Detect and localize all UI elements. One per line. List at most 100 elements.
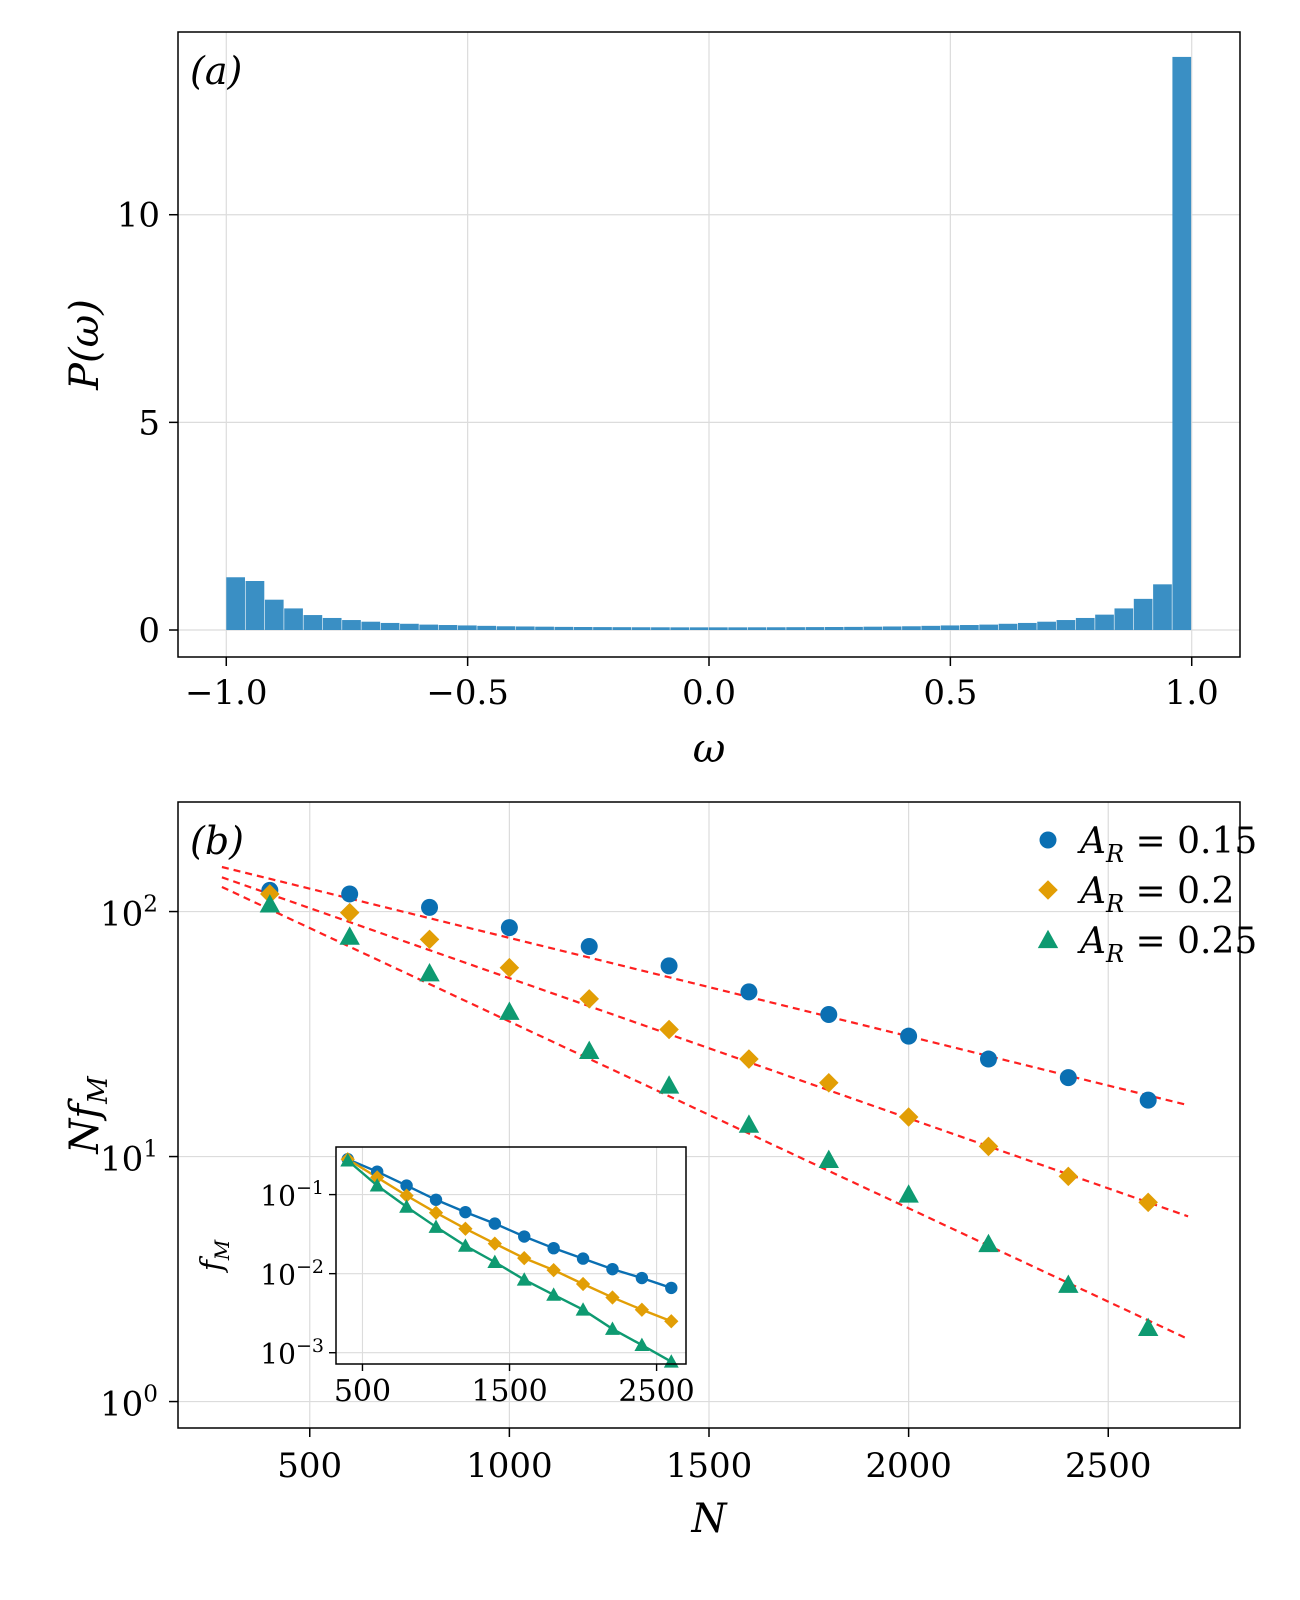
histogram-bar-22 (651, 627, 670, 631)
histogram-bar-17 (554, 626, 574, 631)
histogram-bar-49 (1172, 56, 1192, 631)
series-1-point-8 (898, 1107, 919, 1127)
panel-a-bars (226, 56, 1192, 631)
inset-plot: 500 1500 2500 10−310−210−1 fM (195, 1146, 695, 1409)
histogram-bar-7 (361, 621, 381, 631)
histogram-bar-32 (844, 626, 863, 631)
histogram-bar-19 (593, 627, 612, 631)
inset-x-tick-label-2: 2500 (618, 1374, 694, 1409)
series-1-point-1 (339, 902, 360, 923)
histogram-bar-37 (940, 625, 960, 631)
series-0-point-3 (500, 919, 518, 937)
inset-series-0-point-8 (576, 1252, 590, 1265)
series-1-point-0 (260, 884, 280, 904)
inset-series-2-point-8 (575, 1302, 591, 1316)
histogram-bar-3 (284, 608, 303, 631)
panel-a-label: (a) (190, 49, 242, 93)
histogram-bar-33 (863, 626, 883, 631)
fit-line-0 (221, 865, 1189, 1107)
inset-y-ticks: 10−310−210−1 (260, 1177, 336, 1371)
series-2-point-5 (658, 1075, 680, 1094)
series-1-point-5 (659, 1019, 679, 1040)
inset-y-tick-label-1-exponent: −2 (296, 1256, 324, 1278)
histogram-bar-31 (824, 627, 844, 631)
legend-label-2-rest: = 0.25 (1124, 921, 1257, 962)
histogram-bar-38 (960, 625, 979, 631)
series-2-point-10 (1058, 1274, 1079, 1293)
panel-b-x-tick-label-4: 2500 (1065, 1446, 1152, 1486)
legend-marker-1 (1038, 880, 1058, 900)
inset-series-2-point-2 (399, 1199, 415, 1213)
legend-marker-0 (1039, 831, 1057, 849)
panel-b-x-tick-label-3: 2000 (865, 1446, 952, 1486)
panel-b-y-tick-label-1: 101 (100, 1136, 158, 1179)
histogram-bar-21 (631, 627, 651, 631)
series-2-point-4 (579, 1040, 600, 1060)
inset-series-0-point-5 (488, 1217, 502, 1230)
series-2-point-9 (978, 1233, 999, 1253)
inset-series-2-point-5 (487, 1254, 503, 1269)
series-0-point-9 (979, 1050, 997, 1068)
inset-series-1-point-2 (399, 1188, 414, 1203)
inset-y-tick-label-1: 10−2 (260, 1256, 324, 1292)
panel-b-y-tick-label-1-exponent: 1 (143, 1136, 158, 1162)
inset-background (336, 1147, 686, 1364)
histogram-bar-36 (921, 625, 941, 631)
panel-b-x-axis-label: N (691, 1496, 729, 1542)
panel-a-histogram: −1.0 −0.5 0.0 0.5 1.0 0 5 10 (a) ω P(ω) (62, 31, 1241, 772)
histogram-bar-15 (515, 626, 535, 631)
series-2-point-6 (738, 1114, 760, 1133)
histogram-bar-27 (747, 627, 767, 631)
series-2-point-7 (818, 1149, 839, 1168)
inset-series-0-point-2 (400, 1179, 413, 1192)
series-0-point-2 (421, 898, 439, 916)
inset-series-2-point-3 (428, 1219, 444, 1233)
inset-series-1-point-7 (546, 1262, 561, 1278)
histogram-bar-30 (805, 627, 825, 631)
series-2-point-11 (1137, 1317, 1159, 1336)
inset-series-1-point-5 (487, 1236, 502, 1251)
inset-series-0-point-7 (547, 1241, 560, 1255)
panel-b-x-tick-label-1: 1000 (466, 1446, 553, 1486)
histogram-bar-2 (264, 599, 284, 631)
inset-series-1-point-4 (458, 1221, 473, 1236)
histogram-bar-12 (457, 625, 477, 631)
inset-series-0-point-11 (665, 1281, 678, 1295)
inset-points (340, 1152, 679, 1368)
histogram-bar-14 (496, 626, 516, 631)
panel-a-x-axis-label: ω (693, 726, 726, 772)
panel-b-y-tick-label-2-base: 10 (100, 895, 143, 935)
panel-a-x-tick-label-2: 0.0 (682, 673, 736, 713)
histogram-bar-48 (1153, 584, 1172, 631)
panel-b-y-tick-label-0: 100 (100, 1381, 158, 1424)
inset-y-tick-label-0-exponent: −3 (296, 1335, 324, 1357)
inset-y-axis-label: fM (195, 1239, 234, 1273)
histogram-bar-28 (766, 627, 786, 631)
inset-y-axis-label-sub: M (210, 1239, 234, 1261)
inset-series-0-point-3 (429, 1193, 443, 1206)
panel-b-x-ticks: 500 1000 1500 2000 2500 (277, 1428, 1152, 1486)
inset-series-0-point-9 (606, 1262, 619, 1276)
legend-label-1-main: A (1077, 871, 1106, 912)
series-2-point-3 (499, 1001, 520, 1020)
histogram-bar-41 (1017, 622, 1037, 631)
panel-b-x-tick-label-2: 1500 (666, 1446, 753, 1486)
histogram-bar-1 (245, 581, 265, 631)
series-0-point-1 (341, 885, 359, 903)
panel-a-x-tick-label-0: −1.0 (185, 673, 268, 713)
inset-series-1-point-6 (517, 1251, 532, 1266)
series-0-point-7 (820, 1006, 838, 1024)
series-0-point-5 (660, 957, 678, 975)
histogram-bar-9 (400, 623, 419, 631)
legend-label-2-sub: R (1105, 940, 1124, 968)
inset-series-2-point-9 (605, 1321, 620, 1335)
inset-series-1-point-3 (428, 1205, 444, 1220)
panel-a-y-ticks: 0 5 10 (117, 196, 178, 651)
panel-b-y-axis-label: NfM (62, 1075, 114, 1155)
series-0-point-10 (1059, 1069, 1077, 1087)
inset-x-tick-label-1: 1500 (471, 1374, 547, 1409)
histogram-bar-45 (1095, 614, 1114, 631)
series-1-point-7 (818, 1073, 839, 1093)
